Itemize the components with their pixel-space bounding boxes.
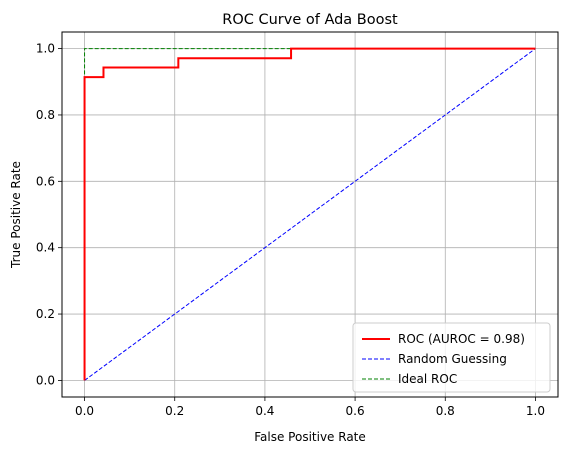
- x-tick-label: 0.2: [165, 404, 184, 418]
- y-tick-label: 0.6: [36, 174, 55, 188]
- y-tick-label: 1.0: [36, 42, 55, 56]
- x-tick-label: 0.8: [436, 404, 455, 418]
- roc-curve: [83, 47, 536, 381]
- chart-title: ROC Curve of Ada Boost: [222, 12, 398, 28]
- legend: ROC (AUROC = 0.98) Random Guessing Ideal R…: [352, 322, 551, 393]
- y-tick-label: 0.4: [36, 241, 55, 255]
- x-tick-label: 0.6: [346, 404, 365, 418]
- y-tick-label: 0.8: [36, 108, 55, 122]
- x-axis-label: False Positive Rate: [254, 430, 366, 444]
- random-guessing-line: [84, 48, 536, 381]
- x-tick-label: 0.0: [75, 404, 94, 418]
- y-tick-label: 0.0: [36, 373, 55, 387]
- legend-entry-roc-label: ROC (AUROC = 0.98): [398, 332, 525, 346]
- series-layer: [83, 47, 536, 381]
- x-tick-label: 1.0: [526, 404, 545, 418]
- y-axis-label: True Positive Rate: [9, 161, 23, 269]
- y-tick-label: 0.2: [36, 307, 55, 321]
- plot-frame: [61, 31, 559, 398]
- legend-entry-random-label: Random Guessing: [398, 352, 507, 366]
- x-tick-label: 0.4: [255, 404, 274, 418]
- ticks: 0.0 0.2 0.4 0.6 0.8 1.0 0.0 0.2 0.4 0.6 0.8 1.0: [36, 42, 545, 418]
- legend-entry-ideal-label: Ideal ROC: [398, 372, 457, 386]
- legend-box: [352, 322, 551, 393]
